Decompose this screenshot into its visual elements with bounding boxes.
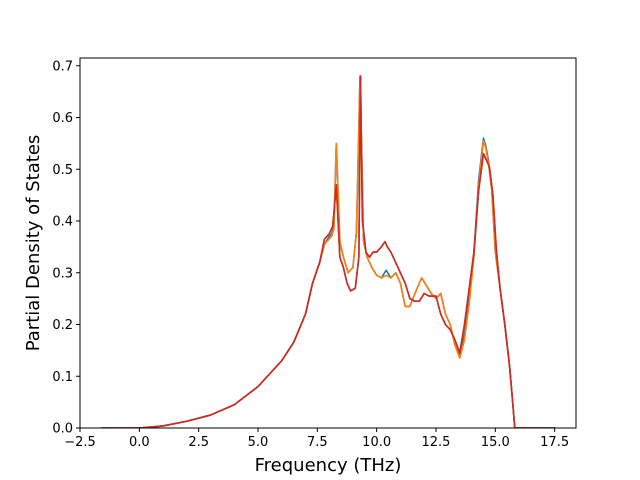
y-tick-label: 0.3 <box>52 266 73 281</box>
x-tick-label: 17.5 <box>540 435 569 450</box>
y-tick-label: 0.7 <box>52 59 73 74</box>
x-tick-label: 15.0 <box>481 435 510 450</box>
series-line-4 <box>100 75 556 428</box>
y-tick-label: 0.1 <box>52 370 73 385</box>
y-axis-label: Partial Density of States <box>23 135 44 352</box>
plot-area-frame <box>79 57 577 429</box>
y-axis: 0.0 0.1 0.2 0.3 0.4 0.5 0.6 0.7 <box>52 59 80 437</box>
y-tick-label: 0.2 <box>52 318 73 333</box>
x-axis: −2.5 0.0 2.5 5.0 7.5 10.0 12.5 15.0 17.5 <box>64 428 569 450</box>
series-layer <box>100 75 556 428</box>
x-axis-label: Frequency (THz) <box>255 455 402 476</box>
x-tick-label: −2.5 <box>64 435 96 450</box>
x-tick-label: 12.5 <box>422 435 451 450</box>
y-tick-label: 0.4 <box>52 215 73 230</box>
y-tick-label: 0.6 <box>52 111 73 126</box>
x-tick-label: 7.5 <box>307 435 328 450</box>
y-tick-label: 0.0 <box>52 422 73 437</box>
x-tick-label: 0.0 <box>129 435 150 450</box>
x-tick-label: 2.5 <box>188 435 209 450</box>
x-tick-label: 10.0 <box>362 435 391 450</box>
x-tick-label: 5.0 <box>248 435 269 450</box>
y-tick-label: 0.5 <box>52 163 73 178</box>
